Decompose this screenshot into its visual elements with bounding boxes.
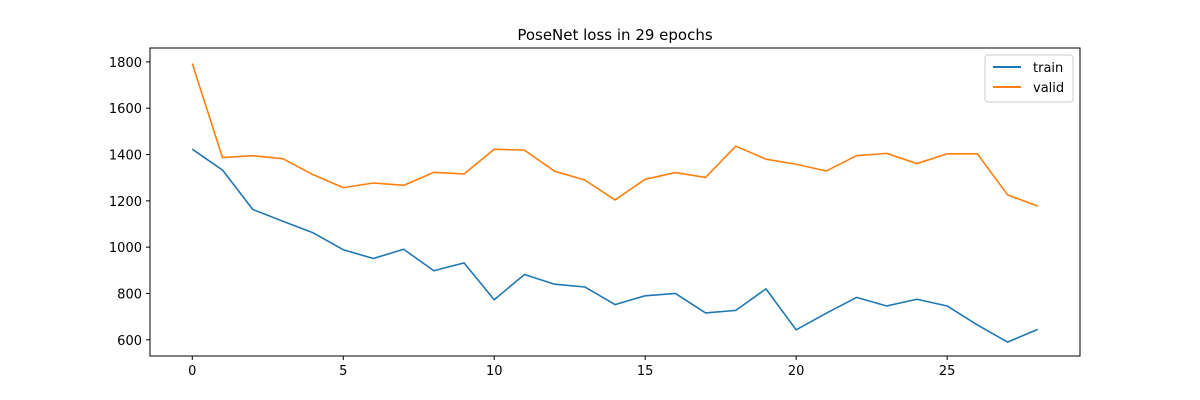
x-axis: 0 5 10 15 20 25: [188, 356, 955, 379]
legend-label-valid: valid: [1033, 81, 1064, 96]
y-tick-label: 1800: [109, 56, 142, 71]
legend: train valid: [984, 54, 1074, 103]
y-tick-label: 1400: [109, 149, 142, 164]
plot-lines: [191, 63, 1039, 343]
y-tick-label: 800: [117, 287, 142, 302]
series-line-valid: [191, 63, 1039, 207]
x-tick-label: 20: [788, 364, 805, 379]
y-axis: 600 800 1000 1200 1400 1600 1800: [109, 56, 150, 349]
y-tick-label: 1000: [109, 241, 142, 256]
plot-area-frame: [149, 47, 1081, 357]
x-tick-label: 25: [939, 364, 956, 379]
legend-label-train: train: [1033, 61, 1063, 76]
x-tick-label: 10: [486, 364, 503, 379]
chart-title: PoseNet loss in 29 epochs: [517, 26, 713, 44]
x-tick-label: 5: [339, 364, 347, 379]
y-tick-label: 1600: [109, 102, 142, 117]
x-tick-label: 0: [188, 364, 196, 379]
series-line-train: [191, 148, 1039, 343]
x-tick-label: 15: [637, 364, 654, 379]
y-tick-label: 600: [117, 334, 142, 349]
y-tick-label: 1200: [109, 195, 142, 210]
